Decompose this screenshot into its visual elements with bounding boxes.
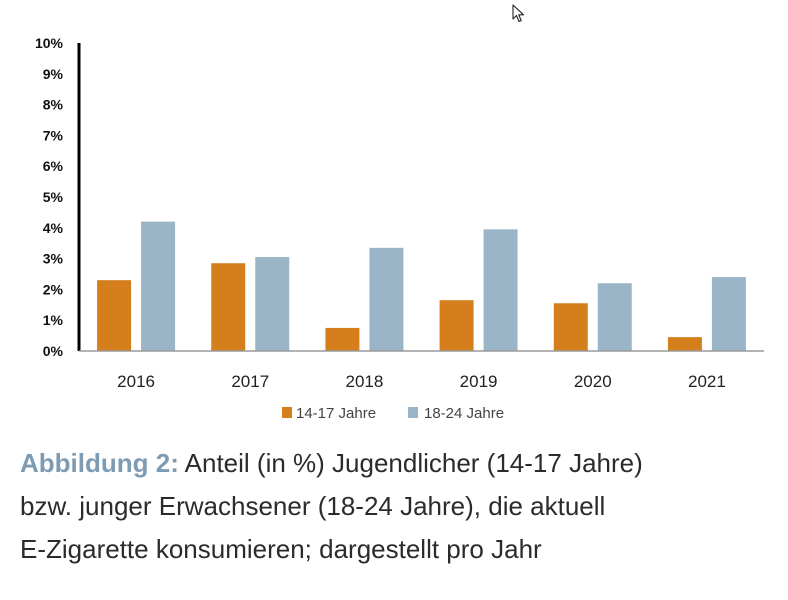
y-tick-label: 3% bbox=[43, 251, 64, 267]
legend-label: 14-17 Jahre bbox=[296, 405, 376, 422]
x-tick-label: 2017 bbox=[231, 372, 269, 391]
mouse-pointer-icon bbox=[512, 4, 525, 23]
y-tick-label: 10% bbox=[35, 35, 64, 51]
figure-caption: Abbildung 2: Anteil (in %) Jugendlicher … bbox=[20, 442, 770, 571]
legend-swatch bbox=[408, 407, 418, 418]
x-tick-label: 2019 bbox=[460, 372, 498, 391]
y-tick-label: 5% bbox=[43, 189, 64, 205]
bar-14-17-Jahre-2021 bbox=[667, 337, 702, 351]
bar-14-17-Jahre-2020 bbox=[553, 303, 588, 351]
caption-label: Abbildung 2: bbox=[20, 448, 179, 478]
caption-line-2: bzw. junger Erwachsener (18-24 Jahre), d… bbox=[20, 491, 606, 521]
x-tick-label: 2018 bbox=[346, 372, 384, 391]
y-tick-label: 0% bbox=[43, 343, 64, 359]
bar-18-24-Jahre-2021 bbox=[711, 277, 746, 351]
x-tick-label: 2020 bbox=[574, 372, 612, 391]
legend: 14-17 Jahre 18-24 Jahre bbox=[282, 405, 504, 422]
x-axis-ticks: 2016 2017 2018 2019 2020 2021 bbox=[117, 372, 726, 391]
bar-14-17-Jahre-2016 bbox=[97, 280, 132, 351]
x-tick-label: 2016 bbox=[117, 372, 155, 391]
bar-14-17-Jahre-2017 bbox=[211, 263, 246, 351]
bar-18-24-Jahre-2017 bbox=[255, 257, 290, 351]
caption-line-1: Abbildung 2: Anteil (in %) Jugendlicher … bbox=[20, 442, 770, 485]
y-tick-label: 1% bbox=[43, 312, 64, 328]
y-tick-label: 8% bbox=[43, 97, 64, 113]
x-tick-label: 2021 bbox=[688, 372, 726, 391]
bar-18-24-Jahre-2016 bbox=[141, 221, 176, 351]
legend-swatch bbox=[282, 407, 292, 418]
bar-14-17-Jahre-2018 bbox=[325, 327, 360, 351]
caption-line-3: E-Zigarette konsumieren; dargestellt pro… bbox=[20, 534, 542, 564]
bar-18-24-Jahre-2018 bbox=[369, 247, 404, 351]
y-tick-label: 9% bbox=[43, 66, 64, 82]
bar-14-17-Jahre-2019 bbox=[439, 300, 474, 351]
y-tick-label: 2% bbox=[43, 281, 64, 297]
bar-18-24-Jahre-2020 bbox=[597, 283, 632, 351]
y-tick-label: 4% bbox=[43, 220, 64, 236]
y-axis-ticks: 0% 1% 2% 3% 4% 5% 6% 7% 8% 9% 10% bbox=[35, 35, 64, 359]
caption-text-1: Anteil (in %) Jugendlicher (14-17 Jahre) bbox=[178, 448, 643, 478]
y-tick-label: 7% bbox=[43, 127, 64, 143]
bar-18-24-Jahre-2019 bbox=[483, 229, 518, 351]
bar-chart: 0% 1% 2% 3% 4% 5% 6% 7% 8% 9% 10% 2016 2017 2018 2019… bbox=[35, 35, 764, 422]
y-tick-label: 6% bbox=[43, 158, 64, 174]
bars bbox=[97, 221, 746, 351]
legend-label: 18-24 Jahre bbox=[424, 405, 504, 422]
